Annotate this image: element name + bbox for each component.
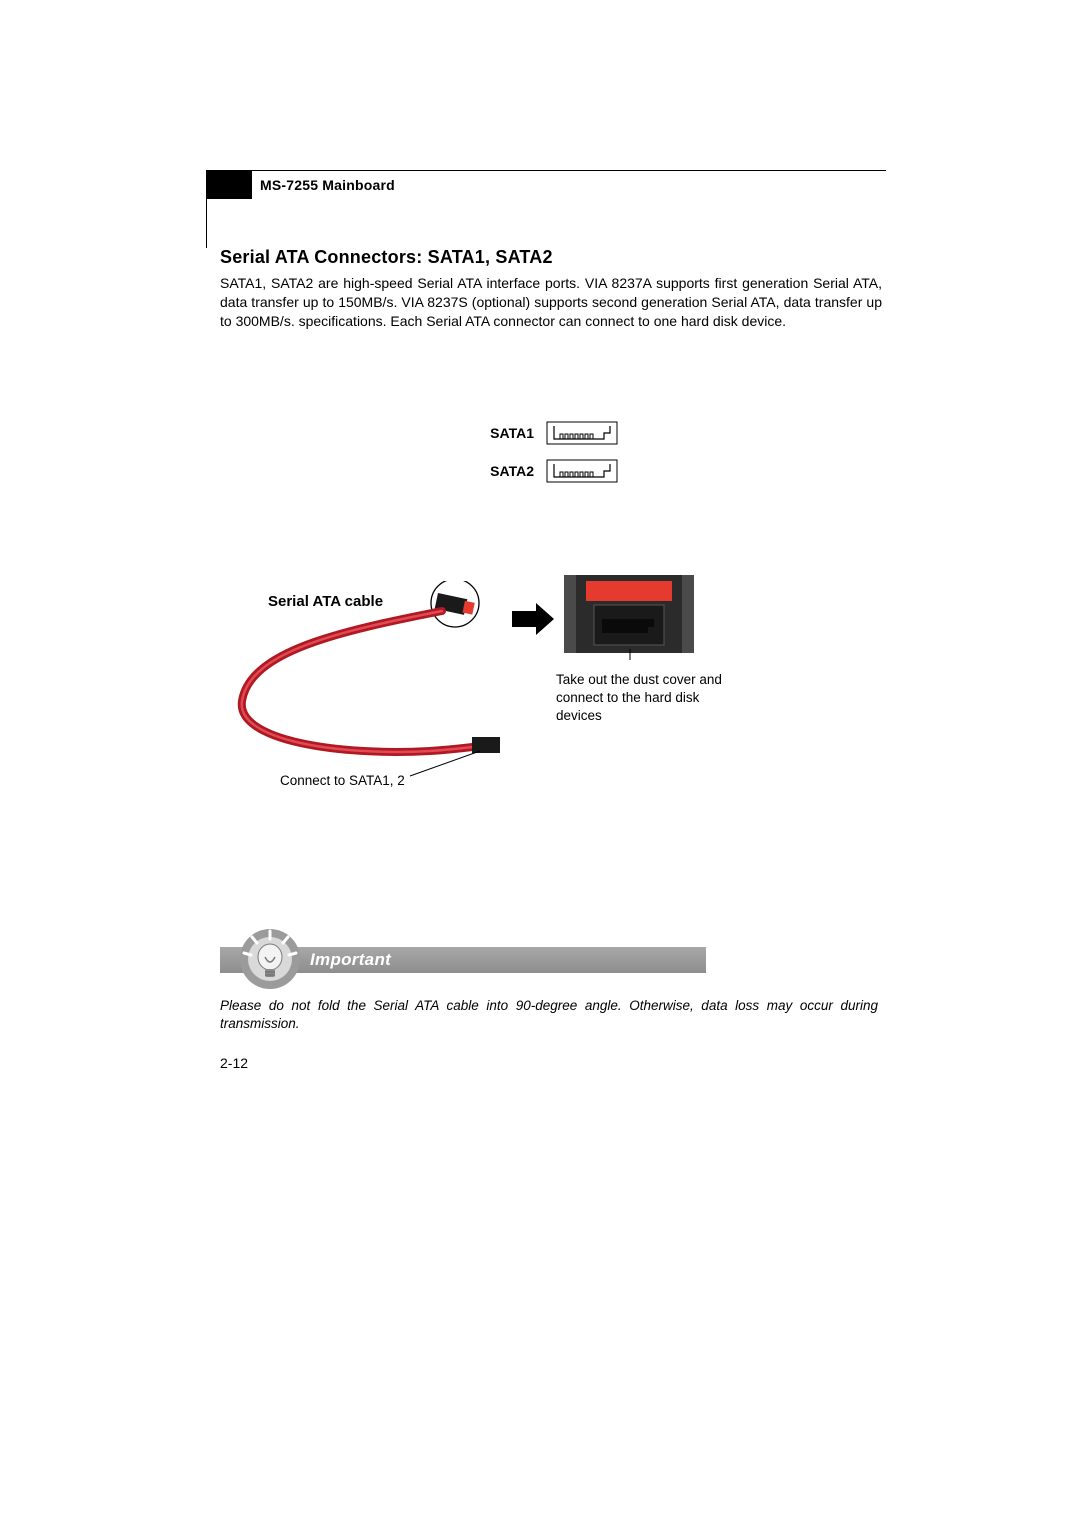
arrow-right-icon: [508, 599, 558, 639]
sata1-port-icon: [546, 421, 618, 445]
important-label: Important: [310, 950, 391, 970]
sata2-port-icon: [546, 459, 618, 483]
header-bar: MS-7255 Mainboard: [206, 170, 886, 199]
important-note: Please do not fold the Serial ATA cable …: [220, 997, 878, 1033]
section-title: Serial ATA Connectors: SATA1, SATA2: [220, 247, 886, 268]
section-body: SATA1, SATA2 are high-speed Serial ATA i…: [220, 274, 882, 331]
cable-diagram-area: Serial ATA cable: [220, 593, 886, 823]
page-number: 2-12: [220, 1055, 886, 1071]
dust-cover-caption: Take out the dust cover and connect to t…: [556, 671, 736, 726]
sata-cable-icon: [220, 581, 510, 781]
sata2-label: SATA2: [474, 463, 534, 479]
header-black-block: [206, 171, 252, 199]
sata-port-photo: [564, 575, 694, 660]
connect-caption: Connect to SATA1, 2: [280, 773, 405, 788]
sata1-label: SATA1: [474, 425, 534, 441]
sata-connector-diagram: SATA1 SATA2: [206, 421, 886, 483]
product-name: MS-7255 Mainboard: [252, 171, 403, 199]
lightbulb-icon: [238, 927, 302, 991]
sata2-row: SATA2: [474, 459, 618, 483]
important-callout: Important: [220, 933, 886, 979]
page-content: MS-7255 Mainboard Serial ATA Connectors:…: [206, 170, 886, 1071]
sata1-row: SATA1: [474, 421, 618, 445]
